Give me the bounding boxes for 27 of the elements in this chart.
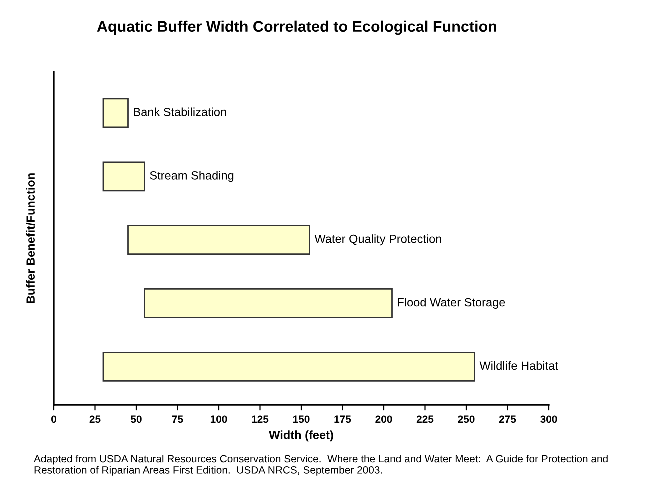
x-tick-label: 200 — [376, 416, 392, 424]
x-tick-label: 0 — [52, 416, 56, 424]
x-tick-label: 300 — [540, 416, 558, 424]
x-tick-label: 75 — [172, 416, 184, 424]
bar — [144, 288, 393, 318]
y-tick-label: Wildlife Habitat — [480, 361, 558, 370]
bar — [102, 162, 146, 192]
bar — [102, 352, 476, 382]
x-tick-label: 150 — [293, 416, 310, 424]
x-tick-label: 100 — [210, 416, 228, 424]
chart-title: Aquatic Buffer Width Correlated to Ecological Function — [97, 20, 496, 36]
x-tick-label: 250 — [458, 416, 475, 424]
y-tick-label: Flood Water Storage — [398, 298, 506, 310]
x-tick-label: 275 — [499, 416, 516, 424]
x-tick-label: 125 — [252, 416, 269, 424]
y-tick-label: Stream Shading — [150, 171, 234, 182]
text: Adapted from USDA Natural Resources Conservation Service. Where the Land and Water Meet: A Guide for Protection and Restoration of Riparian Areas First Edition. USDA NRCS, September 2003. — [34, 455, 608, 476]
x-tick-label: 175 — [334, 416, 352, 424]
x-axis-title: Width (feet) — [269, 430, 334, 442]
x-tick-label: 50 — [131, 416, 142, 424]
bar — [128, 225, 310, 256]
y-tick-label: Bank Stabilization — [134, 108, 226, 116]
bar — [102, 98, 129, 128]
y-axis-title: Buffer Benefit/Function — [26, 174, 36, 304]
x-tick-label: 225 — [416, 416, 434, 424]
x-tick-label: 25 — [90, 416, 101, 424]
y-tick-label: Water Quality Protection — [314, 234, 442, 246]
